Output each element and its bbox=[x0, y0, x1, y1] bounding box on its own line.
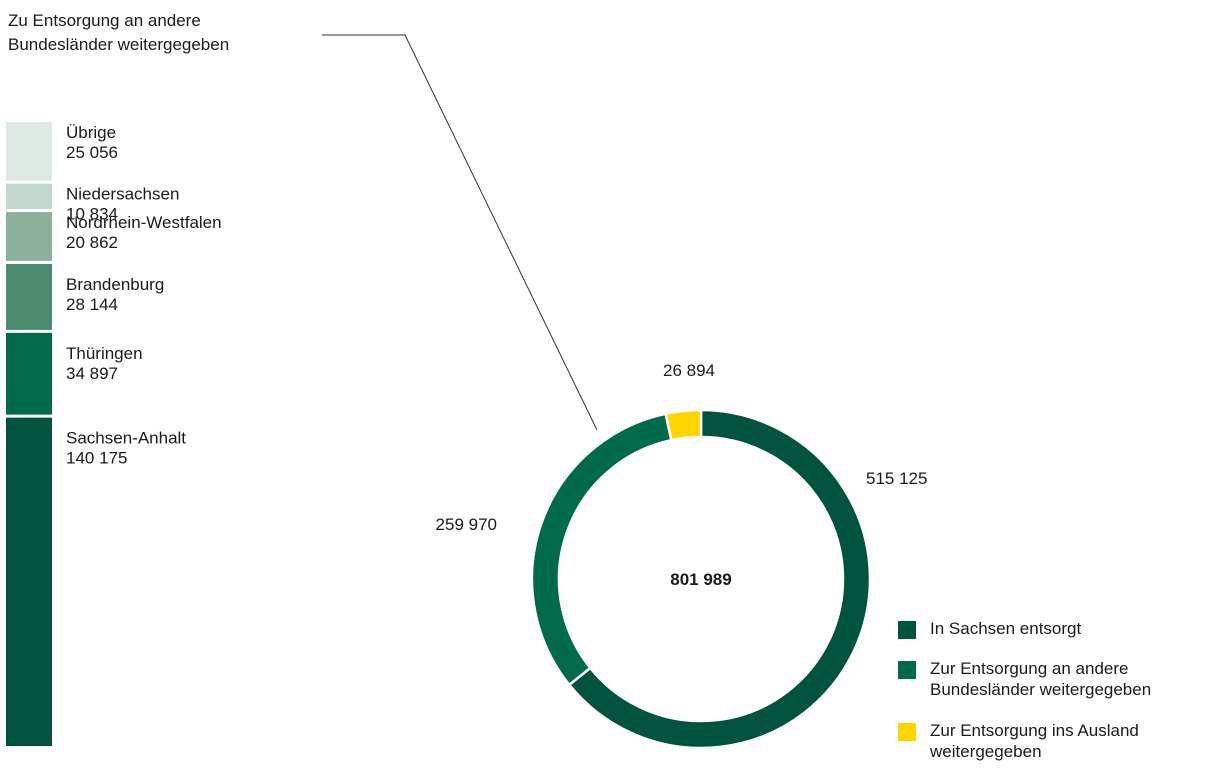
legend-label: Zur Entsorgung an andere Bundesländer we… bbox=[930, 659, 1152, 699]
stack-segment bbox=[6, 212, 52, 261]
donut-slice-label: 259 970 bbox=[436, 515, 497, 534]
donut-slice bbox=[530, 412, 673, 687]
stack-segment bbox=[6, 417, 52, 746]
callout-label: Zu Entsorgung an andere Bundesländer weit… bbox=[8, 11, 229, 54]
legend-item: Zur Entsorgung ins Ausland weitergegeben bbox=[898, 720, 1139, 762]
donut-slice-label: 515 125 bbox=[866, 469, 927, 488]
legend-item: In Sachsen entsorgt bbox=[898, 618, 1081, 639]
stack-segment bbox=[6, 122, 52, 181]
legend-swatch bbox=[898, 723, 916, 741]
legend-label: In Sachsen entsorgt bbox=[930, 619, 1082, 638]
stacked-column-labels: Sachsen-Anhalt 140 175 Thüringen 34 897 Bran… bbox=[66, 123, 222, 468]
stack-segment-label: Niedersachsen 10 834 bbox=[66, 185, 179, 224]
stack-segment-label: Brandenburg 28 144 bbox=[66, 275, 164, 314]
stack-segment-label: Übrige 25 056 bbox=[66, 123, 118, 162]
stacked-column bbox=[6, 122, 52, 746]
donut-center-label: 801 989 bbox=[670, 570, 731, 589]
legend-item: Zur Entsorgung an andere Bundesländer we… bbox=[898, 658, 1151, 700]
stack-segment bbox=[6, 263, 52, 330]
callout: Zu Entsorgung an andere Bundesländer weit… bbox=[8, 11, 598, 431]
stack-segment-label: Sachsen-Anhalt 140 175 bbox=[66, 429, 186, 468]
donut-slice bbox=[567, 408, 872, 750]
callout-line bbox=[322, 34, 598, 431]
stack-segment bbox=[6, 183, 52, 210]
donut-labels: 515 125 259 970 26 894 801 989 bbox=[436, 361, 928, 589]
donut-slice-label: 26 894 bbox=[663, 361, 715, 380]
legend-label: Zur Entsorgung ins Ausland weitergegeben bbox=[930, 721, 1139, 761]
stack-segment-label: Thüringen 34 897 bbox=[66, 344, 143, 383]
stack-segment bbox=[6, 332, 52, 415]
legend-swatch bbox=[898, 661, 916, 679]
donut-slice bbox=[664, 408, 703, 442]
donut-chart bbox=[530, 408, 872, 750]
legend-swatch bbox=[898, 621, 916, 639]
stack-segment-label: Nordrhein-Westfalen 20 862 bbox=[66, 213, 222, 252]
